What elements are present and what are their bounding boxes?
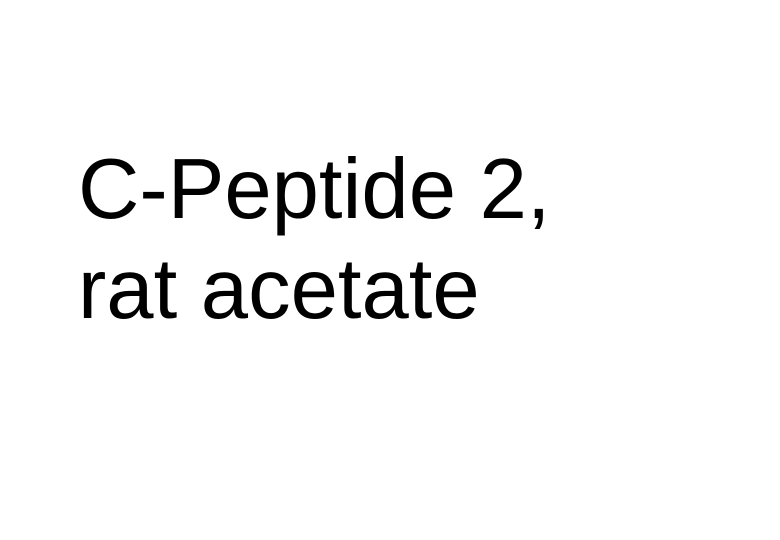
title-text-block: C-Peptide 2, rat acetate — [78, 140, 702, 341]
title-line-1: C-Peptide 2, — [78, 140, 702, 240]
title-line-2: rat acetate — [78, 240, 702, 340]
page-container: C-Peptide 2, rat acetate — [0, 0, 780, 540]
